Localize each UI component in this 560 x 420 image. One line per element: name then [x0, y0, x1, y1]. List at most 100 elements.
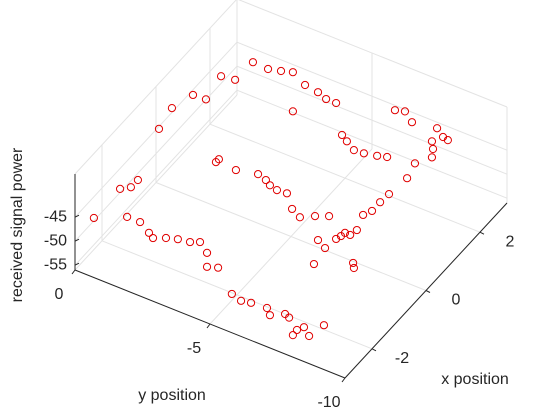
axes: -202-10-50-55-50-45 [44, 174, 515, 411]
point [188, 90, 198, 100]
point [214, 263, 223, 272]
y-tick [71, 269, 76, 275]
grid-line [236, 41, 508, 151]
point [288, 331, 297, 340]
z-tick-label: -55 [44, 256, 67, 273]
grid-line [209, 148, 373, 325]
point [214, 155, 224, 164]
point [154, 124, 164, 134]
point [272, 185, 282, 195]
point [246, 298, 256, 307]
y-axis-label: y position [138, 387, 206, 404]
point [288, 68, 297, 77]
point [227, 289, 236, 299]
box-edge [238, 0, 508, 108]
z-tick-label: -50 [44, 232, 67, 249]
point [262, 303, 272, 313]
grid-line [74, 41, 238, 218]
point [319, 321, 329, 330]
point [352, 225, 361, 235]
point [331, 234, 341, 244]
point [309, 259, 319, 269]
point [295, 213, 305, 222]
point [320, 243, 330, 253]
z-tick [74, 262, 80, 266]
point [261, 175, 270, 185]
point [253, 170, 263, 179]
box-edge [74, 0, 237, 175]
point [376, 198, 385, 207]
point [89, 213, 99, 223]
z-tick [74, 238, 80, 242]
point [265, 181, 275, 190]
point [336, 231, 346, 241]
point [144, 228, 154, 237]
point [135, 217, 145, 227]
point [202, 262, 212, 271]
point [313, 88, 323, 97]
point [304, 331, 314, 341]
point [342, 137, 351, 146]
point [300, 80, 310, 90]
x-tick [479, 231, 485, 235]
point [173, 235, 182, 244]
point [202, 248, 212, 257]
y-tick-label: -10 [317, 394, 340, 411]
point [407, 118, 417, 127]
point [195, 237, 205, 247]
point [428, 144, 438, 154]
grid [74, 0, 508, 379]
point [285, 313, 294, 322]
point [231, 165, 241, 175]
x-tick-label: -2 [395, 350, 409, 367]
point [161, 233, 171, 243]
point [313, 235, 323, 245]
grid-line [236, 89, 508, 199]
point [310, 212, 320, 221]
point [384, 190, 394, 199]
point [123, 212, 132, 221]
point [126, 183, 135, 192]
point [403, 174, 412, 183]
point [390, 106, 400, 115]
point [427, 153, 437, 162]
point [373, 151, 382, 160]
point [349, 263, 359, 273]
point [263, 64, 273, 74]
point [427, 137, 437, 146]
point [265, 311, 275, 320]
x-tick-label: 2 [506, 233, 515, 250]
point [282, 189, 292, 198]
point [236, 296, 246, 305]
point [185, 237, 195, 247]
point [349, 146, 359, 155]
z-tick [74, 214, 80, 218]
point [359, 149, 368, 158]
point [231, 75, 240, 84]
point [322, 94, 331, 104]
z-axis-label: received signal power [9, 147, 26, 302]
point [331, 98, 341, 108]
point [367, 206, 377, 216]
y-tick [341, 377, 346, 383]
point [201, 95, 211, 104]
point [288, 107, 297, 116]
point [292, 325, 302, 335]
x-axis-label: x position [441, 371, 509, 388]
point [276, 66, 286, 76]
point [216, 72, 226, 81]
point [211, 157, 221, 167]
x-tick [425, 290, 431, 293]
point [443, 136, 452, 145]
point [248, 58, 258, 67]
grid-line [74, 65, 238, 242]
grid-line [236, 65, 508, 175]
grid-line [74, 89, 238, 266]
point [167, 104, 177, 113]
point [349, 258, 358, 268]
point [133, 175, 143, 185]
y-tick-label: 0 [55, 286, 64, 303]
point [324, 212, 334, 221]
point [346, 230, 355, 240]
